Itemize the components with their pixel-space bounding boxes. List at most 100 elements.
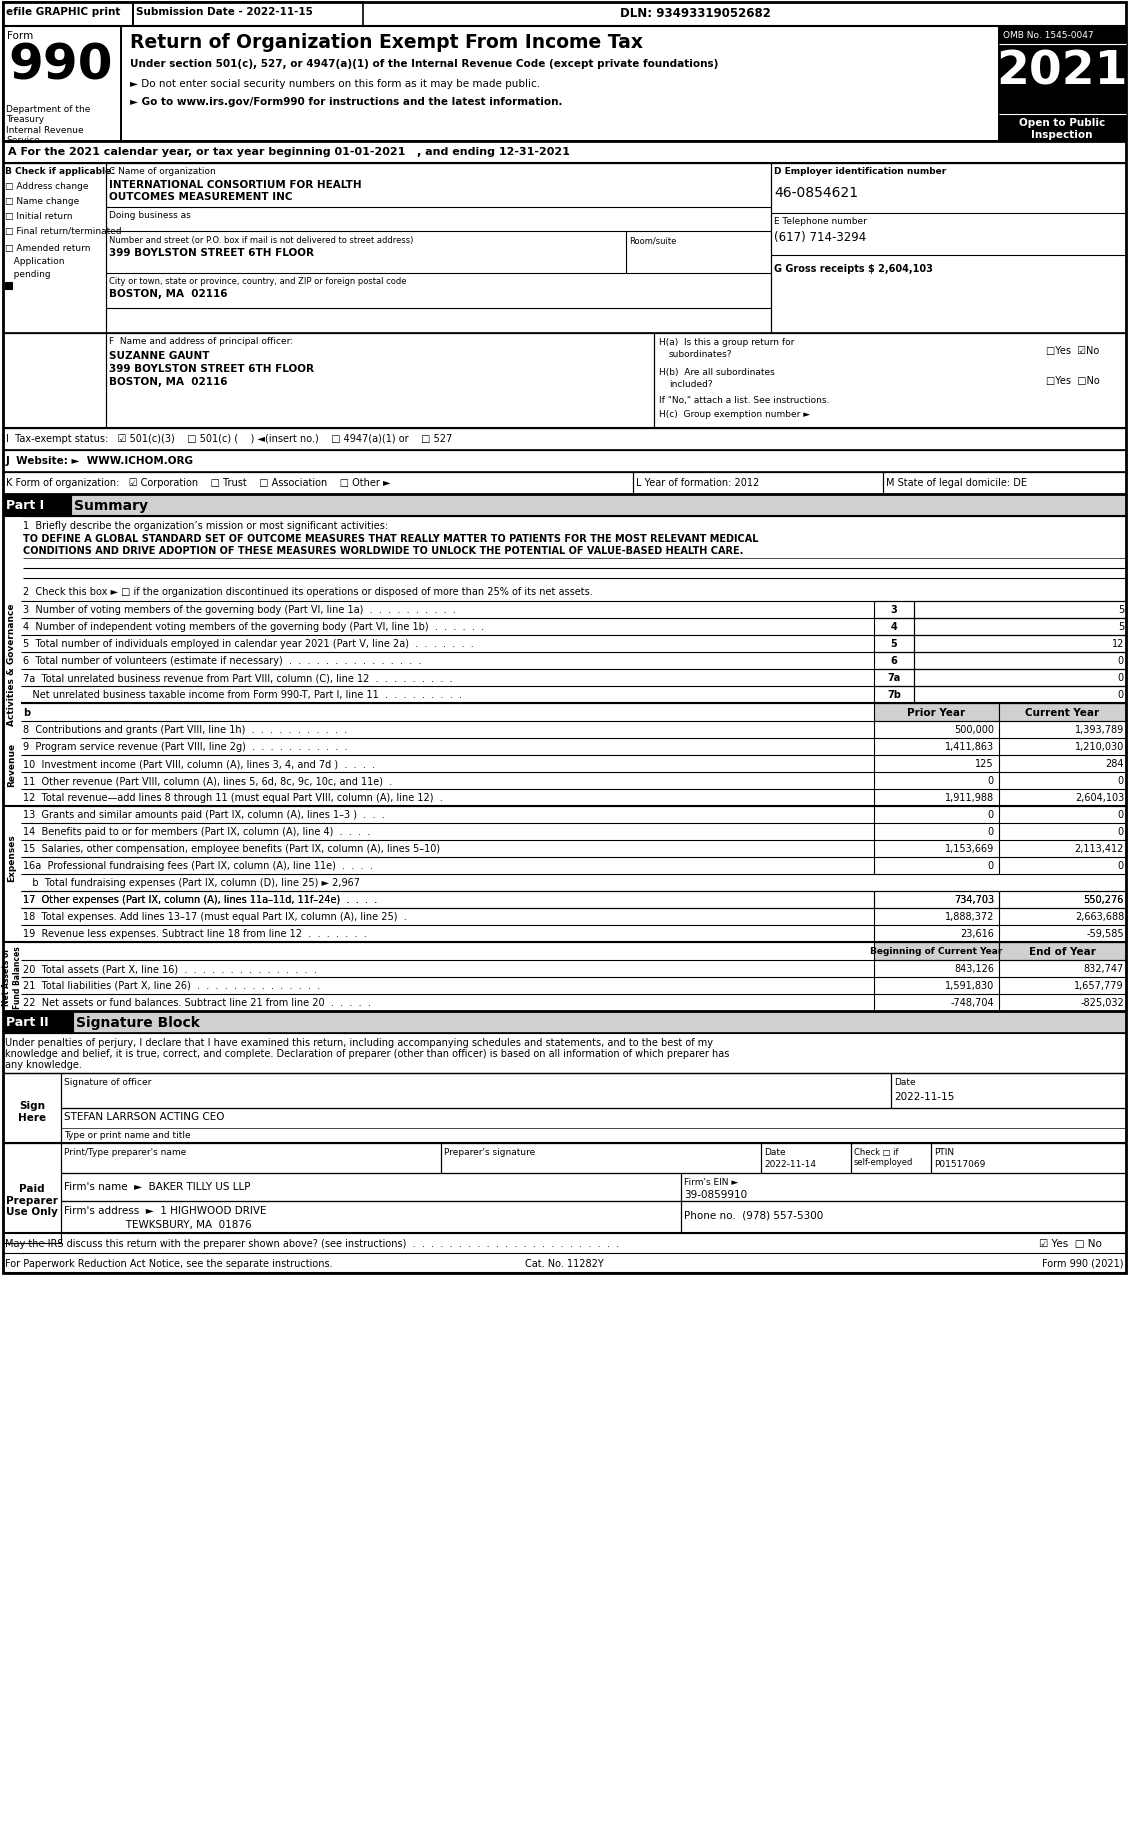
Text: 20  Total assets (Part X, line 16)  .  .  .  .  .  .  .  .  .  .  .  .  .  .  .: 20 Total assets (Part X, line 16) . . . … [23,963,317,974]
Text: M State of legal domicile: DE: M State of legal domicile: DE [886,478,1027,489]
Text: BOSTON, MA  02116: BOSTON, MA 02116 [110,289,228,298]
Text: Return of Organization Exempt From Income Tax: Return of Organization Exempt From Incom… [130,33,644,51]
Text: -825,032: -825,032 [1080,997,1124,1008]
Bar [999,703,1126,721]
Text: 19  Revenue less expenses. Subtract line 18 from line 12  .  .  .  .  .  .  .: 19 Revenue less expenses. Subtract line … [23,928,367,939]
Text: -748,704: -748,704 [951,997,994,1008]
Text: ☑ Yes  □ No: ☑ Yes □ No [1039,1239,1102,1248]
Text: 2,663,688: 2,663,688 [1075,911,1124,922]
Text: 2,113,412: 2,113,412 [1075,844,1124,853]
Text: 11  Other revenue (Part VIII, column (A), lines 5, 6d, 8c, 9c, 10c, and 11e)  .: 11 Other revenue (Part VIII, column (A),… [23,776,392,785]
Text: 10  Investment income (Part VIII, column (A), lines 3, 4, and 7d )  .  .  .  .: 10 Investment income (Part VIII, column … [23,759,375,769]
Text: 990: 990 [8,40,113,90]
Text: Under section 501(c), 527, or 4947(a)(1) of the Internal Revenue Code (except pr: Under section 501(c), 527, or 4947(a)(1)… [130,59,718,70]
Text: SUZANNE GAUNT: SUZANNE GAUNT [110,351,210,361]
Bar [61,1074,891,1109]
Text: □ Address change: □ Address change [5,181,88,190]
Text: 13  Grants and similar amounts paid (Part IX, column (A), lines 1–3 )  .  .  .: 13 Grants and similar amounts paid (Part… [23,809,385,820]
Bar [3,428,1126,450]
Text: Summary: Summary [75,500,148,512]
Text: OMB No. 1545-0047: OMB No. 1545-0047 [1003,31,1094,40]
Text: 1,210,030: 1,210,030 [1075,741,1124,752]
Text: Part I: Part I [6,500,44,512]
Text: B Check if applicable:: B Check if applicable: [5,167,115,176]
Text: Preparer's signature: Preparer's signature [444,1147,535,1157]
Text: 15  Salaries, other compensation, employee benefits (Part IX, column (A), lines : 15 Salaries, other compensation, employe… [23,844,440,853]
Text: 1,591,830: 1,591,830 [945,981,994,990]
Text: any knowledge.: any knowledge. [5,1060,82,1069]
Bar [874,619,914,635]
Bar [3,4,133,27]
Text: 734,703: 734,703 [954,895,994,904]
Text: Number and street (or P.O. box if mail is not delivered to street address): Number and street (or P.O. box if mail i… [110,236,413,245]
Text: D Employer identification number: D Employer identification number [774,167,946,176]
Text: 0: 0 [988,809,994,820]
Bar [3,721,21,807]
Text: 832,747: 832,747 [1084,963,1124,974]
Text: Expenses: Expenses [8,834,17,882]
Text: □ Final return/terminated: □ Final return/terminated [5,227,122,236]
Bar [914,619,1126,635]
Bar [771,165,1126,333]
Text: Firm's name  ►  BAKER TILLY US LLP: Firm's name ► BAKER TILLY US LLP [64,1182,251,1191]
Bar [3,165,106,333]
Bar [874,670,914,686]
Text: 0: 0 [988,776,994,785]
Text: 22  Net assets or fund balances. Subtract line 21 from line 20  .  .  .  .  .: 22 Net assets or fund balances. Subtract… [23,997,370,1008]
Bar [3,942,21,1012]
Text: Phone no.  (978) 557-5300: Phone no. (978) 557-5300 [684,1210,823,1219]
Text: CONDITIONS AND DRIVE ADOPTION OF THESE MEASURES WORLDWIDE TO UNLOCK THE POTENTIA: CONDITIONS AND DRIVE ADOPTION OF THESE M… [23,545,743,556]
Bar [874,635,914,653]
Text: Form 990 (2021): Form 990 (2021) [1042,1259,1124,1268]
Text: 14  Benefits paid to or for members (Part IX, column (A), line 4)  .  .  .  .: 14 Benefits paid to or for members (Part… [23,827,370,836]
Bar [3,450,1126,472]
Text: 550,276: 550,276 [1084,895,1124,904]
Text: pending: pending [5,269,51,278]
Text: Firm's address  ►  1 HIGHWOOD DRIVE: Firm's address ► 1 HIGHWOOD DRIVE [64,1206,266,1215]
Bar [891,1074,1126,1109]
Text: 39-0859910: 39-0859910 [684,1190,747,1199]
Text: H(a)  Is this a group return for: H(a) Is this a group return for [659,339,795,348]
Text: 17  Other expenses (Part IX, column (A), lines 11a–11d, 11f–24e)  .  .  .  .: 17 Other expenses (Part IX, column (A), … [23,895,377,904]
Text: E Telephone number: E Telephone number [774,218,867,225]
Text: Activities & Governance: Activities & Governance [8,602,17,725]
Text: 12: 12 [1112,639,1124,648]
Text: 1,411,863: 1,411,863 [945,741,994,752]
Text: 0: 0 [1118,690,1124,699]
Text: Form: Form [7,31,33,40]
Text: Paid
Preparer
Use Only: Paid Preparer Use Only [6,1184,58,1217]
Text: DLN: 93493319052682: DLN: 93493319052682 [620,7,771,20]
Text: Department of the
Treasury
Internal Revenue
Service: Department of the Treasury Internal Reve… [6,104,90,145]
Text: 734,703: 734,703 [954,895,994,904]
Text: Room/suite: Room/suite [629,236,676,245]
Text: If "No," attach a list. See instructions.: If "No," attach a list. See instructions… [659,395,830,404]
Bar [633,472,883,494]
Text: End of Year: End of Year [1029,946,1096,957]
Text: Application: Application [5,256,64,265]
Text: 6  Total number of volunteers (estimate if necessary)  .  .  .  .  .  .  .  .  .: 6 Total number of volunteers (estimate i… [23,655,421,666]
Bar [121,27,999,143]
Text: 5  Total number of individuals employed in calendar year 2021 (Part V, line 2a) : 5 Total number of individuals employed i… [23,639,474,648]
Bar [3,4,1126,1274]
Text: 18  Total expenses. Add lines 13–17 (must equal Part IX, column (A), line 25)  .: 18 Total expenses. Add lines 13–17 (must… [23,911,406,922]
Text: 0: 0 [1118,673,1124,683]
Text: J  Website: ►  WWW.ICHOM.ORG: J Website: ► WWW.ICHOM.ORG [6,456,194,467]
Text: Doing business as: Doing business as [110,210,191,220]
Text: G Gross receipts $ 2,604,103: G Gross receipts $ 2,604,103 [774,264,933,274]
Text: Signature Block: Signature Block [76,1016,200,1030]
Bar [61,1144,441,1173]
Bar [874,942,999,961]
Text: Revenue: Revenue [8,741,17,787]
Text: 1,153,669: 1,153,669 [945,844,994,853]
Text: 1,657,779: 1,657,779 [1075,981,1124,990]
Text: INTERNATIONAL CONSORTIUM FOR HEALTH: INTERNATIONAL CONSORTIUM FOR HEALTH [110,179,361,190]
Bar [3,143,1126,165]
Text: □Yes  □No: □Yes □No [1045,375,1100,386]
Text: City or town, state or province, country, and ZIP or foreign postal code: City or town, state or province, country… [110,276,406,285]
Text: 8  Contributions and grants (Part VIII, line 1h)  .  .  .  .  .  .  .  .  .  .  : 8 Contributions and grants (Part VIII, l… [23,725,347,734]
Text: Type or print name and title: Type or print name and title [64,1131,191,1140]
Text: TEWKSBURY, MA  01876: TEWKSBURY, MA 01876 [64,1219,252,1230]
Bar [441,1144,761,1173]
Text: efile GRAPHIC print: efile GRAPHIC print [6,7,121,16]
Text: Beginning of Current Year: Beginning of Current Year [870,946,1003,955]
